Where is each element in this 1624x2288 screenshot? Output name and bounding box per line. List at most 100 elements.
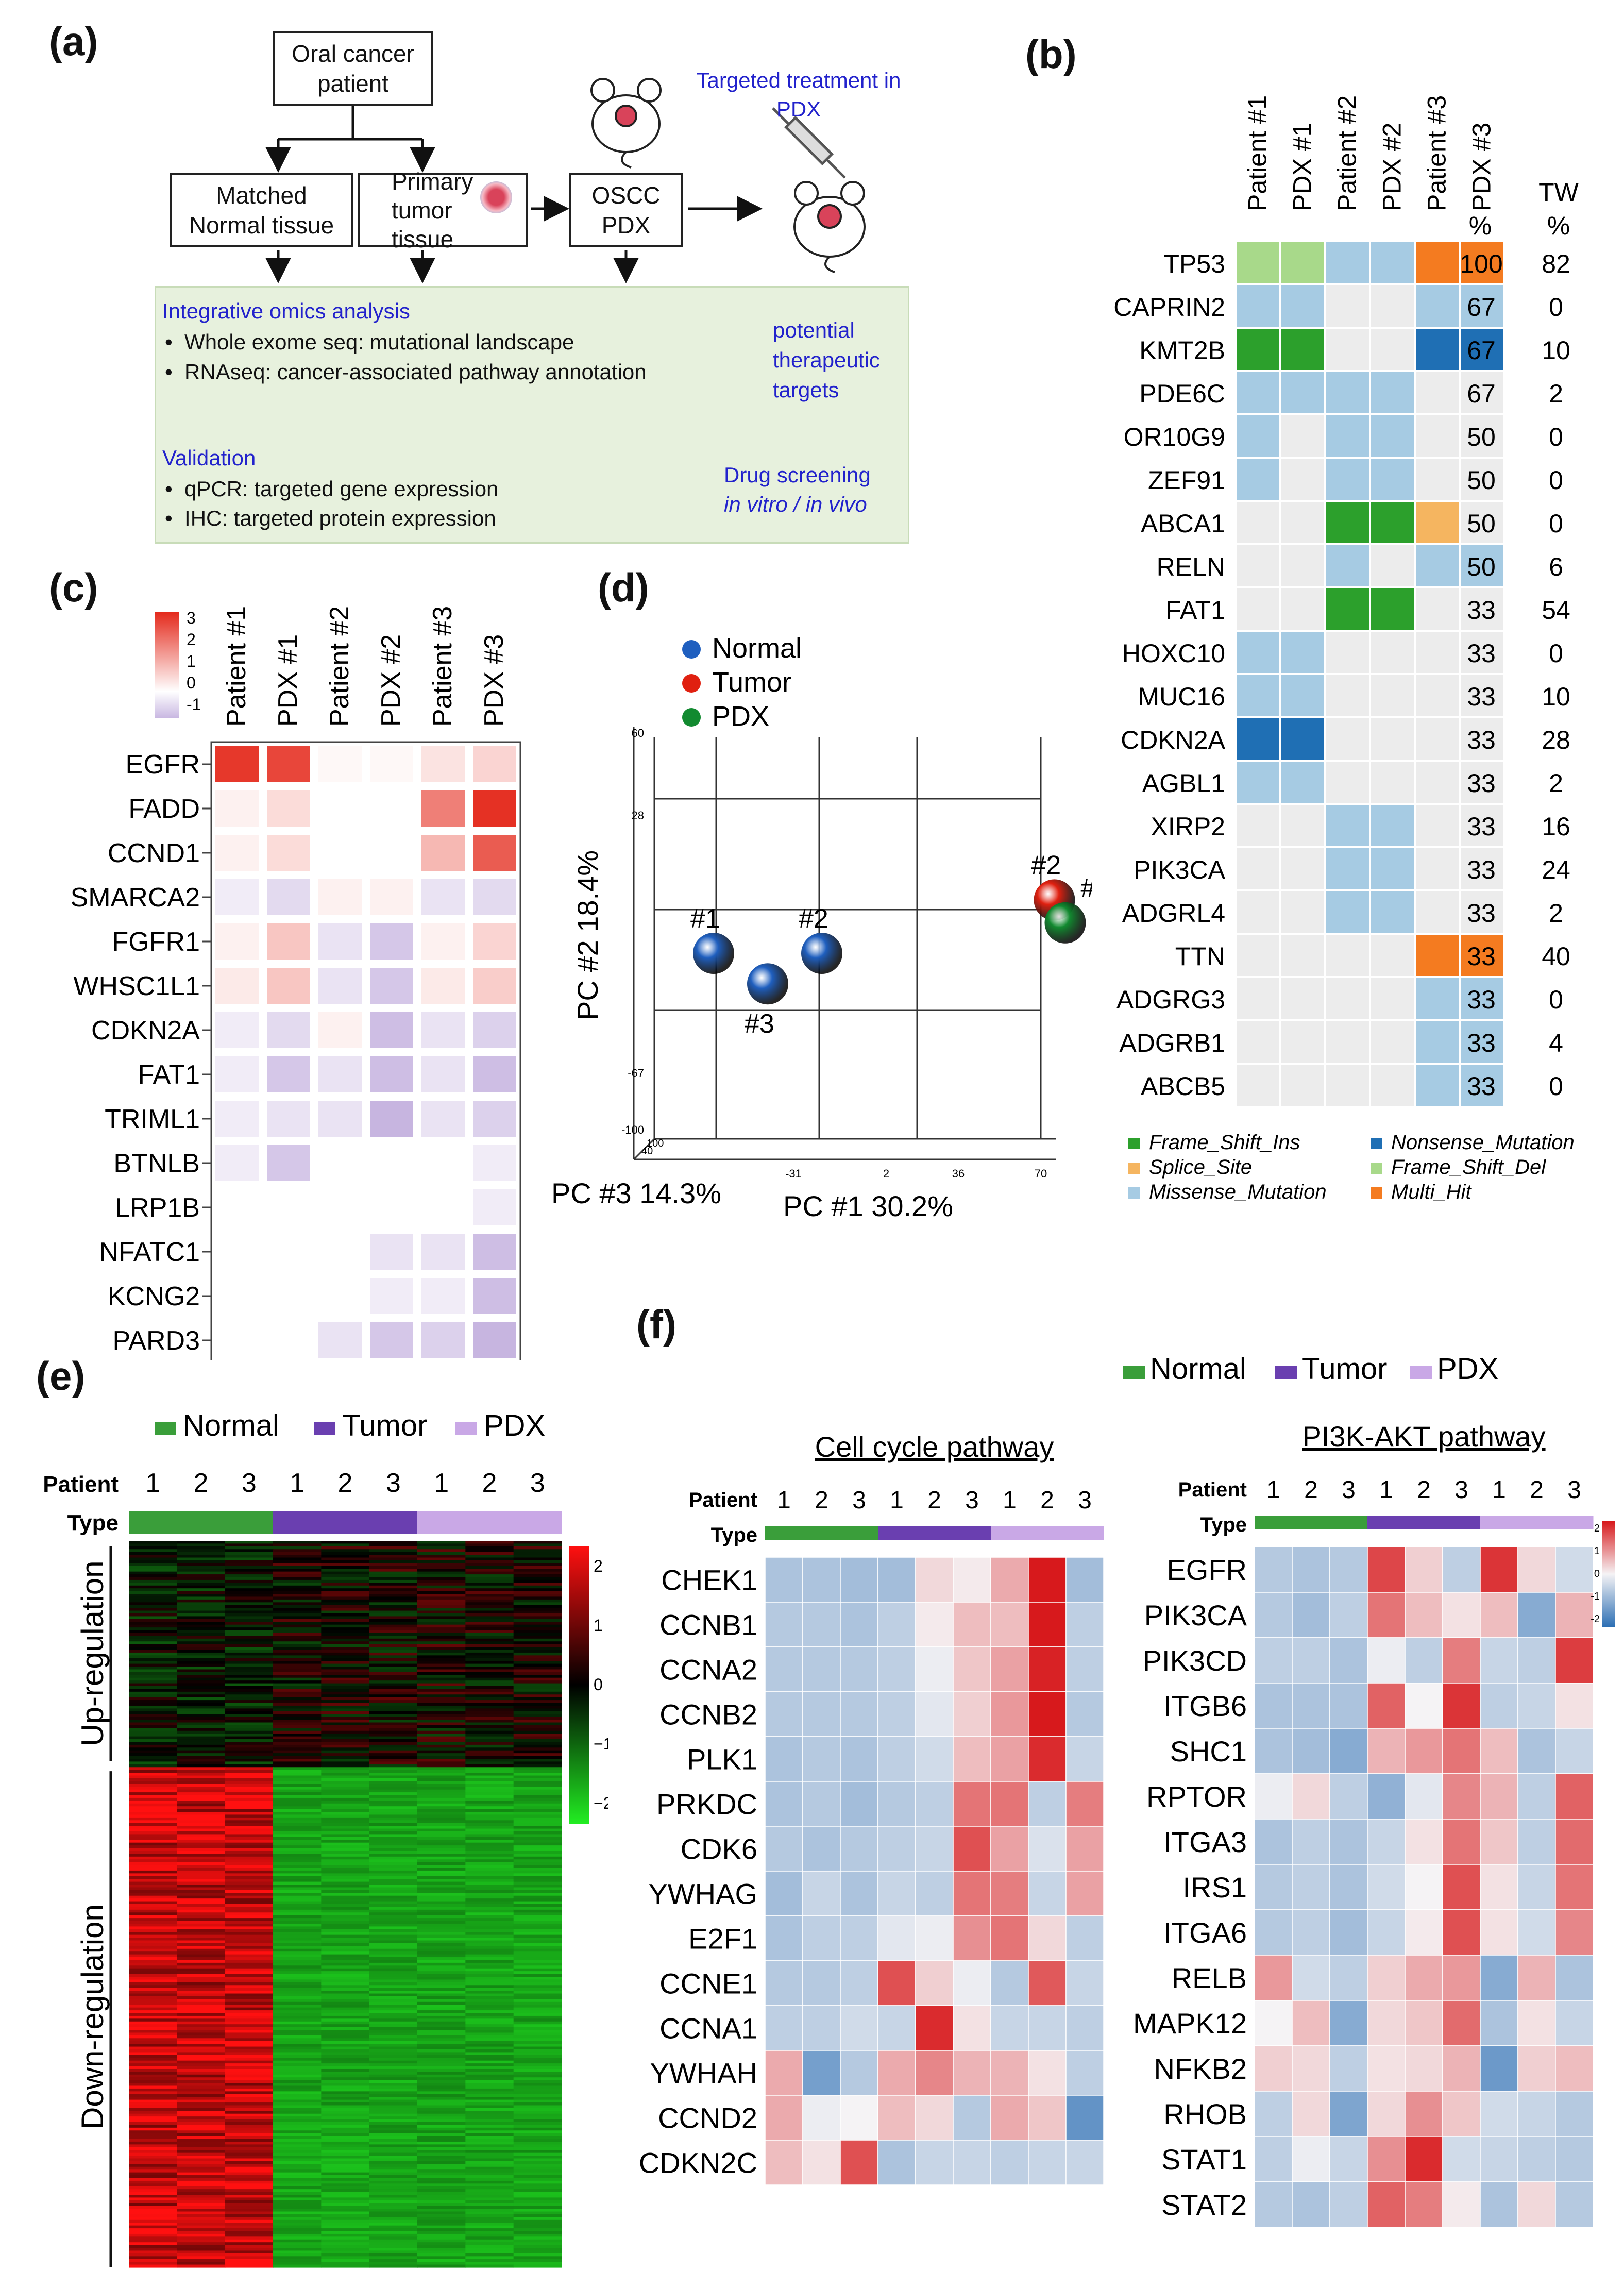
deg-cell <box>321 2186 370 2190</box>
deg-cell <box>225 2166 274 2170</box>
matched-normal-box: Matched Normal tissue <box>170 173 353 247</box>
deg-cell <box>321 1968 370 1972</box>
deg-cell <box>321 2166 370 2170</box>
deg-cell <box>321 1792 370 1796</box>
deg-cell <box>321 2077 370 2081</box>
deg-cell <box>177 1932 226 1936</box>
deg-cell <box>369 2024 418 2028</box>
deg-cell <box>513 2060 562 2064</box>
pi3k-cell <box>1480 2045 1518 2092</box>
deg-cell <box>273 1943 322 1946</box>
deg-cell <box>369 1753 418 1757</box>
deg-cell <box>513 1689 562 1692</box>
pi3k-gene-label: STAT2 <box>1161 2189 1247 2221</box>
deg-cell <box>129 1784 178 1787</box>
deg-cell <box>369 1982 418 1986</box>
deg-patient-number: 1 <box>145 1468 160 1498</box>
deg-cell <box>369 1834 418 1838</box>
deg-cell <box>129 1770 178 1773</box>
deg-cell <box>369 1934 418 1938</box>
deg-cell <box>513 1962 562 1966</box>
deg-cell <box>129 1672 178 1675</box>
deg-cell <box>129 2010 178 2014</box>
cell-cycle-gene-label: PLK1 <box>687 1743 757 1776</box>
cell-cycle-patient-number: 2 <box>815 1487 828 1514</box>
deg-cell <box>513 1686 562 1690</box>
deg-cell <box>465 2116 514 2120</box>
cell-cycle-cell <box>802 2005 841 2051</box>
deg-cell <box>321 1736 370 1740</box>
deg-cell <box>417 2136 466 2140</box>
deg-cell <box>513 1691 562 1695</box>
deg-cell <box>225 2223 274 2226</box>
deg-cell <box>417 1571 466 1575</box>
deg-cell <box>225 2060 274 2064</box>
deg-cell <box>417 2197 466 2201</box>
cell-cycle-gene-label: PRKDC <box>656 1788 757 1821</box>
deg-cell <box>129 2072 178 2075</box>
deg-cell <box>513 2141 562 2145</box>
deg-cell <box>129 1775 178 1779</box>
deg-cell <box>273 1650 322 1653</box>
deg-cell <box>513 1929 562 1932</box>
deg-cell <box>273 1728 322 1731</box>
deg-cell <box>129 2233 178 2237</box>
legend-swatch <box>1128 1138 1140 1149</box>
cell-cycle-cell <box>802 1691 841 1737</box>
deg-cell <box>369 1675 418 1678</box>
cnv-cell <box>370 1056 413 1092</box>
cell-cycle-type-bar <box>916 1526 954 1540</box>
deg-cell <box>273 1541 322 1544</box>
deg-cell <box>321 1596 370 1600</box>
deg-cell <box>273 1837 322 1840</box>
deg-cell <box>369 2178 418 2181</box>
cell-cycle-cell <box>765 1960 803 2006</box>
oncoplot-cell <box>1416 1021 1459 1063</box>
deg-cell <box>225 1993 274 1997</box>
deg-cell <box>513 1817 562 1821</box>
deg-cell <box>417 1859 466 1863</box>
deg-cell <box>417 2035 466 2039</box>
deg-cell <box>129 1747 178 1751</box>
deg-cell <box>417 1667 466 1670</box>
deg-cell <box>177 1837 226 1840</box>
deg-cell <box>129 2085 178 2089</box>
pi3k-cell <box>1329 2045 1368 2092</box>
deg-cell <box>225 1895 274 1899</box>
deg-cell <box>417 1655 466 1659</box>
cell-cycle-cell <box>765 1826 803 1872</box>
deg-cell <box>513 2046 562 2050</box>
deg-cell <box>465 2245 514 2248</box>
deg-cell <box>321 2144 370 2148</box>
deg-cell <box>129 2253 178 2257</box>
deg-cell <box>129 1661 178 1664</box>
deg-cell <box>273 1739 322 1743</box>
deg-cell <box>321 1675 370 1678</box>
pi3k-cell <box>1329 1864 1368 1910</box>
cell-cycle-gene-label: CDKN2C <box>639 2147 757 2179</box>
deg-cell <box>129 1569 178 1572</box>
cnv-cell <box>473 968 516 1004</box>
pi3k-cell <box>1517 2000 1556 2046</box>
deg-cell <box>369 1728 418 1731</box>
deg-cell <box>273 1700 322 1704</box>
cnv-cell <box>421 923 465 960</box>
pi3k-cell <box>1517 1592 1556 1638</box>
oncoplot-cell <box>1237 1021 1279 1063</box>
deg-cell <box>129 1720 178 1723</box>
pi3k-cell <box>1480 1683 1518 1729</box>
deg-cell <box>513 2122 562 2126</box>
deg-cell <box>369 1577 418 1580</box>
pi3k-cell <box>1292 1819 1330 1865</box>
pi3k-cell <box>1254 1773 1293 1820</box>
deg-cell <box>273 1569 322 1572</box>
deg-cell <box>129 1898 178 1902</box>
deg-cell <box>417 2024 466 2028</box>
cell-cycle-cell <box>915 1826 954 1872</box>
deg-cell <box>129 2041 178 2044</box>
cell-cycle-type-bar <box>953 1526 991 1540</box>
panel-label-b: (b) <box>1025 31 1077 77</box>
cell-cycle-type-bar <box>840 1526 878 1540</box>
deg-cell <box>369 2030 418 2033</box>
deg-cell <box>273 1605 322 1608</box>
